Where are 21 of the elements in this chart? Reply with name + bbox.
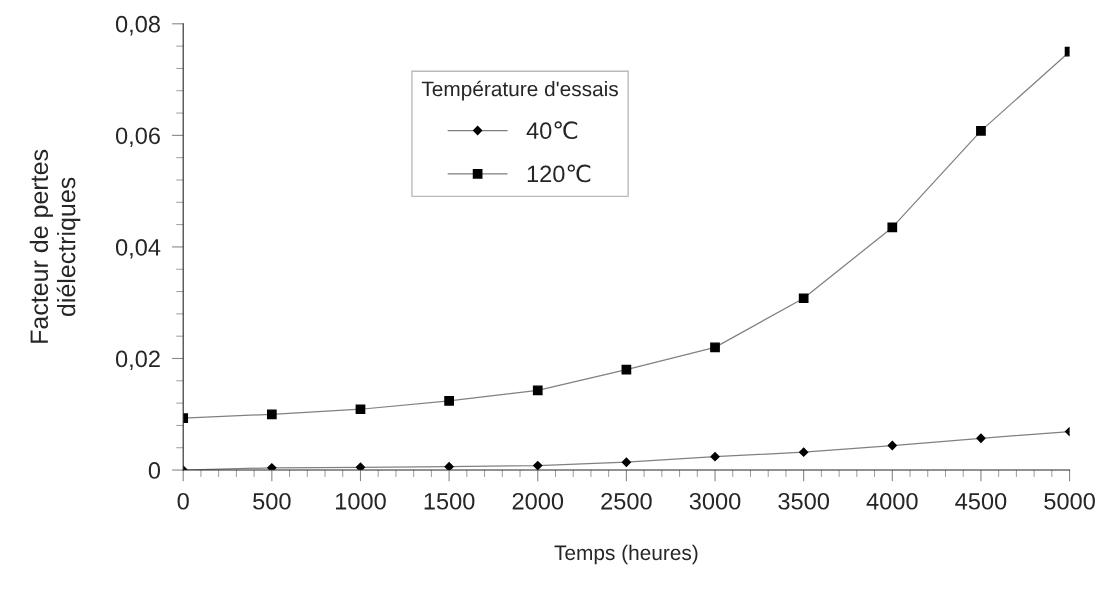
y-tick-label: 0,06 bbox=[115, 127, 160, 147]
y-tick-label: 0,02 bbox=[115, 350, 160, 371]
x-axis-title: Temps (heures) bbox=[554, 544, 698, 565]
x-tick-label: 4500 bbox=[955, 492, 1007, 510]
y-tick-label: 0 bbox=[148, 462, 161, 479]
legend-title: Température d'essais bbox=[421, 80, 618, 101]
x-tick-label: 2500 bbox=[601, 492, 652, 510]
x-tick-label: 500 bbox=[253, 492, 291, 510]
x-tick-label: 3000 bbox=[689, 492, 741, 510]
x-tick-label: 4000 bbox=[866, 492, 918, 510]
x-tick-label: 2000 bbox=[512, 492, 564, 510]
legend-label: 40℃ bbox=[526, 121, 578, 140]
x-tick-label: 1000 bbox=[336, 492, 386, 510]
x-tick-label: 5000 bbox=[1044, 492, 1095, 510]
x-tick-label: 1500 bbox=[424, 492, 475, 510]
y-tick-label: 0,08 bbox=[115, 15, 160, 36]
x-tick-label: 3500 bbox=[778, 492, 829, 510]
y-axis-title: Facteur de pertes diélectriques bbox=[29, 149, 81, 343]
x-tick-label: 0 bbox=[177, 492, 189, 510]
y-tick-label: 0,04 bbox=[115, 238, 161, 259]
legend-label: 120℃ bbox=[527, 164, 591, 183]
